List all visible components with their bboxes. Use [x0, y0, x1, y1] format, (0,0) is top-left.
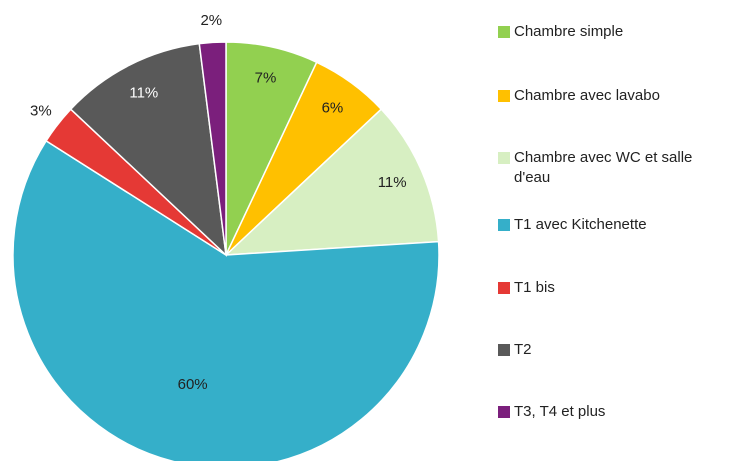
legend-item: Chambre avec lavabo [498, 86, 726, 106]
legend-item: T2 [498, 340, 726, 360]
pie-slice [69, 42, 228, 257]
legend-label: T3, T4 et plus [514, 403, 606, 420]
data-label: 60% [178, 376, 208, 393]
legend-label: T1 avec Kitchenette [514, 216, 647, 233]
legend-swatch [498, 406, 510, 418]
data-label: 11% [378, 174, 407, 191]
legend-item: T3, T4 et plus [498, 402, 726, 422]
legend-swatch [498, 282, 510, 294]
legend-swatch [498, 26, 510, 38]
data-label: 3% [30, 102, 52, 119]
legend-item: T1 bis [498, 278, 726, 298]
pie-slice [198, 41, 227, 256]
legend-item: Chambre avec WC et salle d'eau [498, 148, 726, 188]
legend-swatch [498, 152, 510, 164]
data-label: 11% [129, 85, 158, 102]
pie-slice [12, 139, 440, 461]
legend-item: T1 avec Kitchenette [498, 215, 726, 235]
data-label: 6% [322, 99, 344, 116]
legend-swatch [498, 344, 510, 356]
legend-swatch [498, 219, 510, 231]
legend-label: Chambre simple [514, 23, 624, 40]
legend-label: T1 bis [514, 279, 555, 296]
legend-item: Chambre simple [498, 22, 726, 42]
legend-swatch [498, 90, 510, 102]
legend-label: Chambre avec lavabo [514, 87, 660, 104]
data-label: 2% [200, 12, 222, 29]
legend-label: T2 [514, 341, 532, 358]
pie-slice [223, 108, 440, 256]
data-label: 7% [255, 69, 277, 86]
legend-label: Chambre avec WC et salle d'eau [514, 149, 693, 186]
